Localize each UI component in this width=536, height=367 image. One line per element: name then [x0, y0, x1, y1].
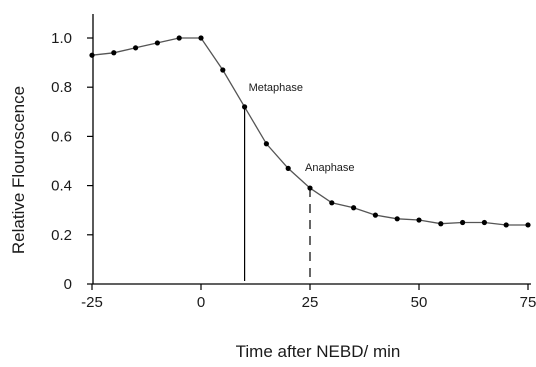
y-tick-label: 0.4: [51, 178, 72, 195]
y-tick-label: 0.2: [51, 227, 72, 244]
annotation-lines: [244, 106, 311, 281]
series-layer: [89, 35, 531, 228]
data-point: [460, 219, 466, 226]
data-point: [307, 185, 313, 191]
data-point: [503, 222, 509, 228]
y-axis-title: Relative Flouroscence: [9, 86, 28, 254]
x-tick-label: -25: [81, 294, 103, 311]
axes: [92, 14, 531, 285]
y-tick-label: 0: [64, 276, 72, 293]
x-tick-label: 25: [302, 294, 319, 311]
data-point: [372, 212, 378, 218]
data-point: [242, 104, 248, 110]
annotation-labels: Metaphase Anaphase: [249, 82, 355, 174]
data-point: [89, 52, 95, 58]
data-point: [176, 35, 182, 41]
x-tick-label: 50: [411, 294, 428, 311]
y-axis-ticks: 0 0.2 0.4 0.6 0.8 1.0: [51, 30, 93, 293]
x-tick-label: 0: [197, 294, 205, 311]
y-tick-label: 0.6: [51, 128, 72, 145]
data-point: [285, 165, 291, 171]
data-point: [111, 50, 117, 56]
y-tick-label: 1.0: [51, 30, 72, 47]
data-point: [394, 216, 400, 222]
data-point: [438, 221, 444, 227]
data-point: [416, 217, 422, 223]
x-axis-ticks: -25 0 25 50 75: [81, 284, 536, 311]
data-point: [220, 67, 226, 73]
annotation-label-metaphase: Metaphase: [249, 82, 303, 94]
annotation-label-anaphase: Anaphase: [305, 162, 355, 174]
data-point: [263, 141, 269, 147]
data-point: [154, 40, 160, 46]
x-tick-label: 75: [520, 294, 536, 311]
data-point: [198, 35, 204, 41]
data-point: [351, 205, 357, 211]
data-point: [481, 219, 487, 226]
y-tick-label: 0.8: [51, 79, 72, 96]
data-point: [525, 222, 531, 228]
x-axis-title: Time after NEBD/ min: [236, 342, 401, 361]
data-point: [329, 200, 335, 206]
data-point: [133, 45, 139, 51]
